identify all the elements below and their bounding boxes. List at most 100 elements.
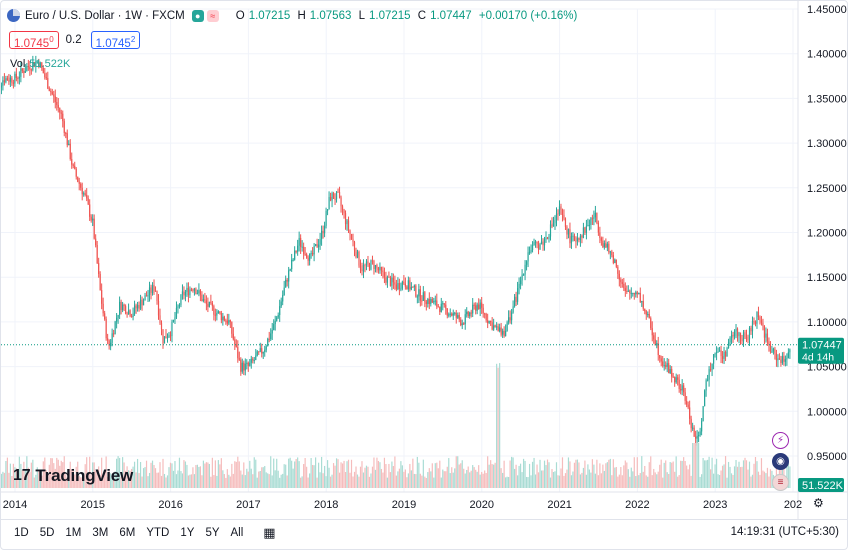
volume-bar	[313, 465, 315, 488]
volume-bar	[545, 465, 547, 488]
symbol-title[interactable]: Euro / U.S. Dollar · 1W · FXCM	[25, 9, 185, 22]
candle-body	[21, 68, 23, 71]
volume-bar	[515, 464, 517, 488]
candle-body	[51, 91, 53, 95]
timeframe-1d[interactable]: 1D	[14, 526, 29, 539]
candle-body	[8, 80, 10, 82]
volume-bar	[162, 458, 164, 488]
y-tick-label: 1.20000	[807, 228, 847, 240]
volume-bar	[660, 459, 662, 488]
timeframe-5d[interactable]: 5D	[39, 526, 55, 539]
calendar-icon[interactable]: ▦	[263, 524, 276, 540]
volume-bar	[542, 470, 544, 488]
candle-body	[513, 296, 516, 307]
candle-body	[42, 68, 44, 74]
volume-bar	[127, 470, 130, 488]
candle-body	[437, 306, 439, 308]
candle-body	[439, 306, 441, 312]
volume-bar	[506, 476, 508, 488]
volume-bar	[63, 456, 65, 488]
candle-body	[558, 206, 561, 214]
volume-bar	[277, 470, 279, 488]
timeframe-all[interactable]: All	[230, 526, 244, 539]
timeframe-ytd[interactable]: YTD	[146, 526, 170, 539]
candle-body	[783, 356, 785, 362]
volume-bar	[606, 462, 608, 488]
volume-bar	[142, 468, 145, 488]
timeframe-1m[interactable]: 1M	[65, 526, 82, 539]
volume-bar	[596, 459, 598, 488]
volume-bar	[38, 471, 40, 488]
candle-body	[422, 292, 424, 301]
volume-bar	[576, 459, 579, 488]
close-value: 1.07447	[430, 9, 472, 22]
candle-body	[578, 237, 580, 241]
candle-body	[413, 285, 415, 287]
volume-bar	[551, 469, 553, 488]
timeframe-1y[interactable]: 1Y	[180, 526, 195, 539]
candle-body	[596, 212, 598, 223]
candle-body	[781, 356, 784, 363]
candle-body	[150, 287, 152, 293]
candle-body	[766, 333, 769, 342]
sell-button[interactable]: 1.07450	[9, 31, 59, 50]
volume-bar	[555, 462, 558, 488]
candle-body	[665, 365, 667, 367]
volume-bar	[467, 466, 469, 488]
volume-bar	[500, 468, 502, 488]
candle-body	[563, 214, 565, 219]
volume-bar	[723, 464, 725, 488]
volume-bar	[20, 463, 22, 488]
candle-body	[335, 191, 338, 200]
volume-bar	[66, 477, 68, 488]
volume-bar	[614, 467, 616, 488]
volume-bar	[638, 475, 640, 488]
candle-body	[142, 300, 145, 306]
compare-icon[interactable]: ≈	[206, 9, 219, 22]
tradingview-logo[interactable]: 17 TradingView	[13, 466, 133, 486]
volume-bar	[12, 463, 14, 488]
volume-bar	[766, 467, 769, 488]
clock[interactable]: 14:19:31 (UTC+5:30)	[730, 526, 839, 538]
candle-body	[9, 77, 11, 82]
globe-icon[interactable]: ◉	[772, 453, 789, 470]
candle-body	[609, 251, 611, 253]
timeframe-3m[interactable]: 3M	[92, 526, 109, 539]
candle-body	[132, 313, 134, 318]
volume-bar	[789, 466, 791, 488]
candle-body	[307, 257, 309, 261]
buy-button[interactable]: 1.07452	[90, 31, 141, 50]
volume-bar	[235, 461, 237, 488]
volume-bar	[757, 471, 760, 488]
candle-body	[202, 299, 204, 302]
candle-body	[286, 279, 288, 282]
volume-bar	[786, 460, 788, 488]
volume-bar	[620, 467, 622, 488]
volume-bar	[232, 473, 234, 488]
timeframe-6m[interactable]: 6M	[119, 526, 136, 539]
candle-body	[397, 283, 399, 290]
volume-bar	[190, 474, 193, 488]
market-status-icon[interactable]: ●	[191, 9, 204, 22]
volume-bar	[730, 473, 733, 488]
lightning-icon[interactable]: ⚡	[772, 432, 789, 449]
candle-body	[65, 132, 67, 134]
volume-bar	[207, 462, 209, 488]
volume-bar	[419, 473, 421, 488]
volume-bar	[684, 461, 686, 488]
volume-bar	[759, 474, 761, 488]
candle-body	[699, 431, 701, 436]
volume-bar	[282, 473, 284, 488]
settings-icon[interactable]: ⚙	[813, 496, 824, 510]
volume-bar	[680, 460, 682, 488]
volume-bar	[163, 473, 166, 488]
volume-bar	[439, 460, 441, 488]
us-flag-icon[interactable]: ≡	[772, 474, 789, 491]
volume-bar	[587, 464, 589, 488]
candle-body	[479, 302, 481, 309]
candle-body	[234, 339, 236, 345]
timeframe-5y[interactable]: 5Y	[205, 526, 220, 539]
candle-body	[602, 240, 604, 248]
candle-body	[543, 239, 546, 246]
